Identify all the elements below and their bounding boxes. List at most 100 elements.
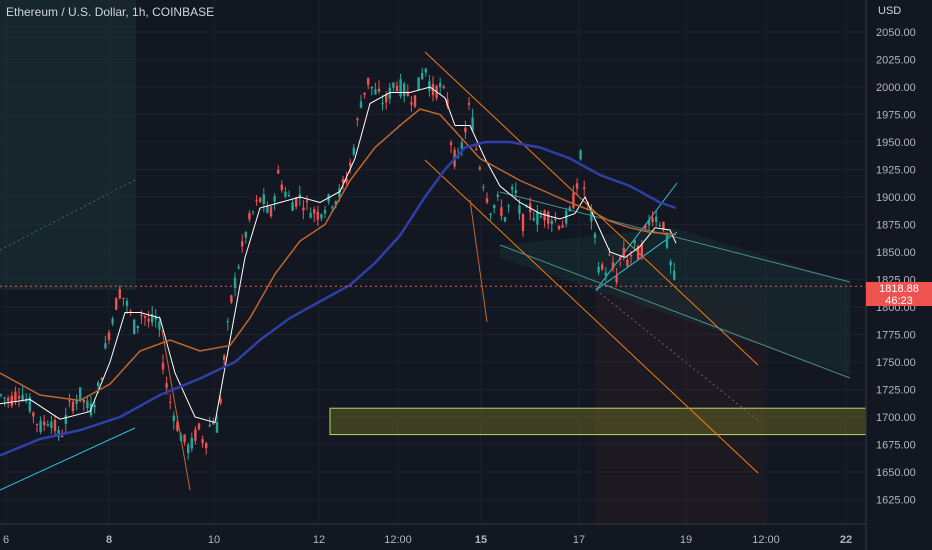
candle-body bbox=[151, 313, 154, 323]
candle-body bbox=[323, 210, 327, 214]
candle-body bbox=[395, 85, 399, 91]
shaded-channel bbox=[500, 228, 850, 375]
candle-body bbox=[302, 207, 305, 211]
candle-body bbox=[79, 387, 82, 400]
candle-body bbox=[658, 225, 661, 227]
support-zone bbox=[329, 407, 867, 436]
candle-body bbox=[230, 295, 233, 303]
time-tick-label: 19 bbox=[680, 534, 692, 546]
candle-body bbox=[352, 147, 355, 155]
candle-body bbox=[86, 400, 89, 408]
candle-body bbox=[28, 397, 31, 412]
candle-body bbox=[68, 400, 71, 402]
candle-body bbox=[370, 86, 373, 89]
candle-body bbox=[514, 190, 517, 194]
last-price-value: 1818.88 bbox=[879, 283, 919, 295]
candle-body bbox=[518, 205, 521, 214]
candle-body bbox=[233, 277, 237, 289]
candle-body bbox=[579, 150, 582, 160]
price-tick-label: 1875.00 bbox=[876, 220, 916, 232]
candle-body bbox=[665, 235, 669, 248]
candle-body bbox=[273, 196, 276, 202]
time-tick-label: 15 bbox=[475, 534, 487, 546]
candle-body bbox=[644, 224, 647, 229]
candle-body bbox=[590, 209, 593, 222]
candle-body bbox=[403, 83, 406, 97]
price-tick-label: 1625.00 bbox=[876, 495, 916, 507]
candle-body bbox=[3, 397, 6, 399]
session-shading bbox=[0, 0, 850, 375]
candle-body bbox=[500, 207, 503, 216]
candle-body bbox=[190, 437, 193, 449]
candle-body bbox=[176, 421, 179, 431]
candle-body bbox=[331, 206, 334, 208]
candle-body bbox=[341, 179, 345, 183]
price-tick-label: 1750.00 bbox=[876, 357, 916, 369]
channel-band-lower bbox=[499, 244, 851, 379]
candle-body bbox=[525, 206, 528, 208]
time-tick-label: 12 bbox=[313, 534, 325, 546]
candle-body bbox=[107, 332, 111, 341]
projection-dotted-line bbox=[595, 289, 761, 423]
candle-body bbox=[197, 423, 201, 430]
candle-body bbox=[554, 219, 557, 221]
candle-body bbox=[125, 300, 129, 306]
channel-band-upper bbox=[499, 191, 851, 283]
candle-body bbox=[165, 383, 168, 388]
channel-lower-line bbox=[424, 159, 759, 474]
time-tick-label: 6 bbox=[3, 534, 9, 546]
candle-body bbox=[255, 199, 258, 202]
candle-body bbox=[39, 420, 42, 432]
candle-body bbox=[140, 314, 143, 317]
candle-body bbox=[64, 415, 67, 424]
candle-body bbox=[399, 79, 402, 97]
time-axis[interactable]: 6 8 10 12 12:00 15 17 19 12:00 22 bbox=[3, 534, 852, 546]
candle-body bbox=[673, 270, 676, 280]
candle-body bbox=[482, 186, 485, 188]
wedge-lower-line bbox=[595, 231, 678, 291]
candle-body bbox=[651, 217, 654, 223]
candle-body bbox=[543, 210, 546, 221]
candle-body bbox=[367, 77, 370, 85]
candle-body bbox=[633, 240, 636, 244]
candle-body bbox=[280, 184, 283, 191]
candle-body bbox=[521, 214, 525, 232]
candle-body bbox=[655, 216, 658, 222]
candle-body bbox=[493, 204, 496, 209]
candle-body bbox=[143, 316, 147, 319]
candle-body bbox=[392, 82, 395, 88]
candle-body bbox=[14, 391, 17, 401]
candle-body bbox=[669, 261, 672, 266]
candle-body bbox=[208, 424, 211, 427]
candle-body bbox=[50, 421, 53, 429]
moving-average-slow bbox=[0, 140, 677, 457]
candle-body bbox=[223, 355, 226, 360]
candle-body bbox=[201, 439, 204, 444]
time-tick-label: 12:00 bbox=[752, 534, 780, 546]
trend-line-lower bbox=[0, 427, 136, 491]
candle-body bbox=[532, 218, 535, 221]
price-axis[interactable]: 1625.00 1650.00 1675.00 1700.00 1725.00 1750.… bbox=[876, 27, 916, 507]
candle-body bbox=[583, 187, 586, 190]
candle-body bbox=[53, 419, 57, 432]
time-tick-label: 22 bbox=[840, 534, 852, 546]
candle-body bbox=[637, 245, 640, 260]
price-tick-label: 2050.00 bbox=[876, 27, 916, 39]
price-tick-label: 2000.00 bbox=[876, 82, 916, 94]
candle-body bbox=[7, 397, 10, 402]
candle-body bbox=[313, 209, 316, 214]
candle-body bbox=[241, 241, 244, 247]
candle-body bbox=[43, 421, 46, 426]
candle-body bbox=[547, 212, 550, 224]
candle-body bbox=[417, 77, 420, 90]
wedge-upper-line bbox=[595, 182, 678, 291]
candle-body bbox=[35, 424, 39, 426]
candle-body bbox=[471, 117, 474, 131]
candle-body bbox=[291, 202, 294, 211]
candle-body bbox=[212, 421, 215, 425]
price-tick-label: 1850.00 bbox=[876, 247, 916, 259]
candle-body bbox=[61, 435, 64, 437]
candle-body bbox=[75, 400, 78, 404]
candle-body bbox=[608, 254, 611, 256]
